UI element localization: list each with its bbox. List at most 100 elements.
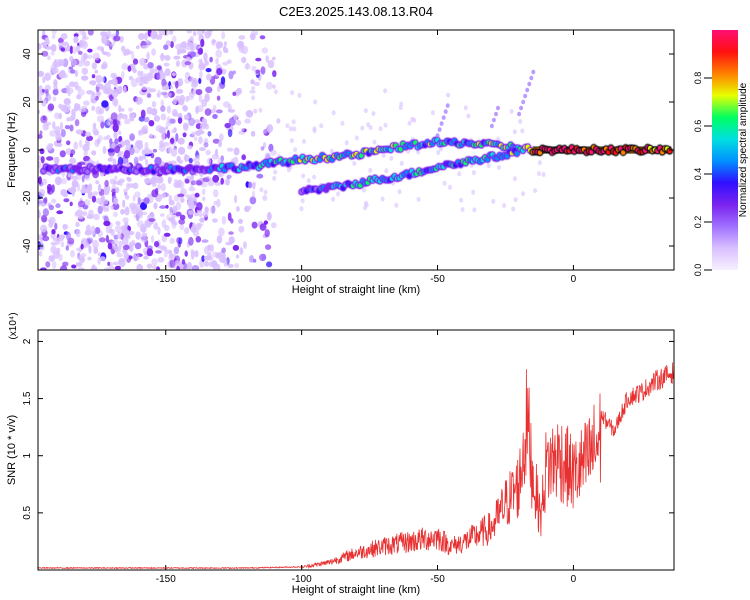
heatmap-noise-cell: [319, 123, 324, 129]
heatmap-noise-cell: [44, 84, 51, 92]
heatmap-noise-cell: [95, 180, 100, 185]
heatmap-noise-cell: [113, 245, 120, 252]
heatmap-noise-cell: [135, 45, 140, 50]
heatmap-noise-cell: [199, 217, 205, 223]
heatmap-noise-cell: [52, 88, 59, 96]
heatmap-noise-cell: [51, 229, 56, 235]
heatmap-noise-cell: [175, 95, 181, 102]
heatmap-noise-cell: [138, 82, 144, 87]
heatmap-noise-cell: [127, 65, 132, 72]
heatmap-noise-cell: [38, 210, 41, 219]
heatmap-noise-cell: [244, 205, 252, 210]
heatmap-noise-cell: [42, 197, 47, 204]
heatmap-noise-cell: [186, 200, 195, 207]
heatmap-noise-cell: [38, 161, 42, 169]
heatmap-noise-cell: [73, 141, 79, 150]
heatmap-ridge-cell: [407, 173, 412, 179]
heatmap-noise-cell: [190, 133, 195, 138]
heatmap-noise-cell: [371, 111, 376, 117]
heatmap-noise-cell: [38, 188, 46, 197]
heatmap-noise-cell: [224, 122, 231, 129]
heatmap-noise-cell: [45, 261, 51, 268]
heatmap-noise-cell: [91, 150, 97, 156]
heatmap-noise-cell: [463, 105, 468, 111]
heatmap-noise-cell: [194, 119, 201, 124]
heatmap-noise-cell: [312, 128, 317, 134]
heatmap-noise-cell: [96, 46, 104, 51]
heatmap-noise-cell: [92, 52, 100, 61]
heatmap-noise-cell: [52, 251, 60, 259]
heatmap-streak-cell: [439, 121, 444, 126]
y-tick-label: 40: [22, 48, 33, 60]
heatmap-noise-cell: [164, 55, 171, 61]
heatmap-noise-cell: [151, 189, 159, 198]
heatmap-noise-cell: [40, 156, 45, 164]
heatmap-noise-cell: [109, 178, 115, 185]
heatmap-noise-cell: [47, 103, 55, 111]
heatmap-noise-cell: [136, 264, 143, 270]
heatmap-noise-cell: [38, 250, 43, 257]
heatmap-noise-cell: [336, 191, 341, 197]
heatmap-noise-cell: [83, 52, 88, 61]
heatmap-noise-cell: [66, 87, 74, 94]
heatmap-noise-cell: [41, 88, 46, 93]
heatmap-noise-cell: [209, 243, 214, 251]
heatmap-noise-cell: [205, 149, 211, 156]
heatmap-noise-cell: [200, 38, 205, 48]
heatmap-noise-cell: [439, 146, 443, 152]
heatmap-noise-cell: [65, 245, 70, 251]
heatmap-noise-cell: [186, 95, 194, 101]
heatmap-noise-cell: [187, 210, 195, 216]
x-tick-label: -50: [430, 574, 445, 585]
heatmap-streak-cell: [517, 111, 522, 117]
heatmap-noise-cell: [412, 117, 417, 123]
heatmap-noise-cell: [198, 212, 203, 218]
heatmap-noise-cell: [52, 67, 59, 74]
heatmap-noise-cell: [81, 36, 89, 40]
heatmap-noise-cell: [146, 51, 150, 61]
heatmap-noise-cell: [190, 250, 195, 260]
heatmap-noise-cell: [168, 194, 173, 204]
heatmap-noise-cell: [102, 62, 107, 69]
heatmap-noise-cell: [134, 242, 142, 250]
heatmap-noise-cell: [205, 123, 210, 130]
heatmap-noise-cell: [381, 152, 386, 158]
heatmap-noise-cell: [446, 92, 451, 98]
heatmap-noise-cell: [130, 78, 138, 88]
heatmap-noise-cell: [230, 218, 234, 224]
heatmap-noise-cell: [160, 105, 166, 112]
y-tick-label: 2: [22, 338, 33, 344]
heatmap-noise-cell: [69, 157, 77, 164]
heatmap-ridge-cell: [537, 150, 543, 156]
heatmap-noise-cell: [145, 87, 152, 95]
heatmap-noise-cell: [171, 35, 177, 43]
heatmap-noise-cell: [380, 196, 385, 202]
x-tick-label: 0: [571, 574, 577, 585]
heatmap-noise-cell: [41, 50, 49, 57]
heatmap-noise-cell: [201, 99, 208, 107]
heatmap-noise-cell: [241, 154, 246, 161]
heatmap-noise-cell: [262, 195, 268, 201]
heatmap-noise-cell: [70, 173, 74, 178]
heatmap-noise-cell: [216, 198, 221, 208]
heatmap-noise-cell: [99, 85, 107, 91]
heatmap-noise-cell: [207, 30, 212, 37]
heatmap-noise-cell: [117, 231, 122, 240]
heatmap-noise-cell: [293, 147, 298, 153]
heatmap-noise-cell: [63, 198, 70, 203]
heatmap-noise-cell: [222, 61, 229, 66]
heatmap-noise-cell: [244, 118, 251, 124]
heatmap-noise-cell: [233, 147, 240, 156]
heatmap-noise-cell: [192, 157, 196, 162]
heatmap-noise-cell: [213, 189, 219, 198]
heatmap-noise-cell: [241, 56, 247, 64]
heatmap-noise-cell: [102, 146, 107, 154]
heatmap-noise-cell: [537, 171, 541, 177]
heatmap-noise-cell: [102, 51, 109, 56]
heatmap-noise-cell: [45, 88, 49, 97]
heatmap-noise-cell: [191, 77, 198, 85]
heatmap-noise-cell: [151, 181, 157, 188]
heatmap-noise-cell: [74, 69, 79, 78]
heatmap-noise-cell: [188, 236, 194, 246]
heatmap-noise-cell: [121, 71, 125, 79]
